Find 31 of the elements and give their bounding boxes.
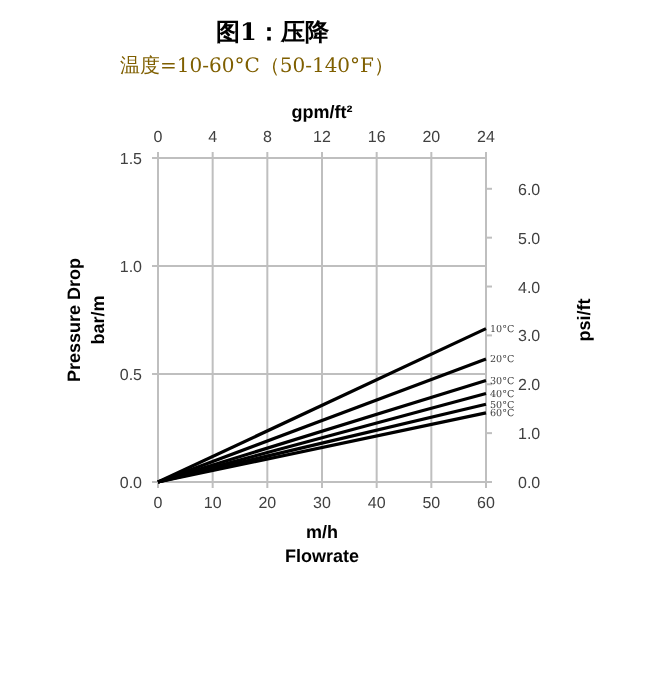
x2-axis-title: gpm/ft² — [291, 102, 353, 122]
x-tick-label: 20 — [258, 494, 278, 512]
y2-axis-title: psi/ft — [574, 298, 594, 342]
chart-subtitle: 温度=10-60°C（50-140°F） — [120, 54, 394, 78]
y2-tick-label: 2.0 — [518, 376, 542, 395]
x2-tick-label: 16 — [367, 128, 387, 146]
x2-tick-label: 4 — [208, 128, 219, 146]
x2-tick-label: 24 — [477, 128, 496, 146]
x-tick-label: 30 — [313, 494, 332, 512]
x2-tick-label: 12 — [313, 128, 332, 146]
x-tick-label: 40 — [367, 494, 387, 512]
x2-tick-label: 0 — [153, 128, 164, 146]
y2-tick-label: 1.0 — [518, 425, 542, 444]
y-tick-label: 1.0 — [119, 258, 144, 276]
y2-tick-label: 4.0 — [518, 278, 542, 297]
y-tick-label: 0.5 — [119, 366, 144, 384]
chart-title: 图1：压降 — [216, 18, 331, 46]
x-tick-label: 50 — [422, 494, 442, 512]
y2-tick-label: 3.0 — [518, 327, 542, 346]
x-tick-label: 0 — [153, 494, 164, 512]
x2-tick-label: 8 — [262, 128, 273, 146]
y2-tick-label: 0.0 — [518, 474, 542, 492]
y2-tick-label: 6.0 — [518, 180, 542, 199]
y-tick-label: 1.5 — [119, 150, 144, 168]
x-axis-title: m/h Flowrate — [284, 522, 360, 566]
y-axis-title: Pressure Drop bar/m — [64, 256, 108, 383]
y2-tick-label: 5.0 — [518, 229, 542, 248]
x-tick-label: 10 — [203, 494, 223, 512]
x2-tick-label: 20 — [422, 128, 442, 146]
x-tick-label: 60 — [477, 494, 496, 512]
y-tick-label: 0.0 — [119, 474, 144, 492]
